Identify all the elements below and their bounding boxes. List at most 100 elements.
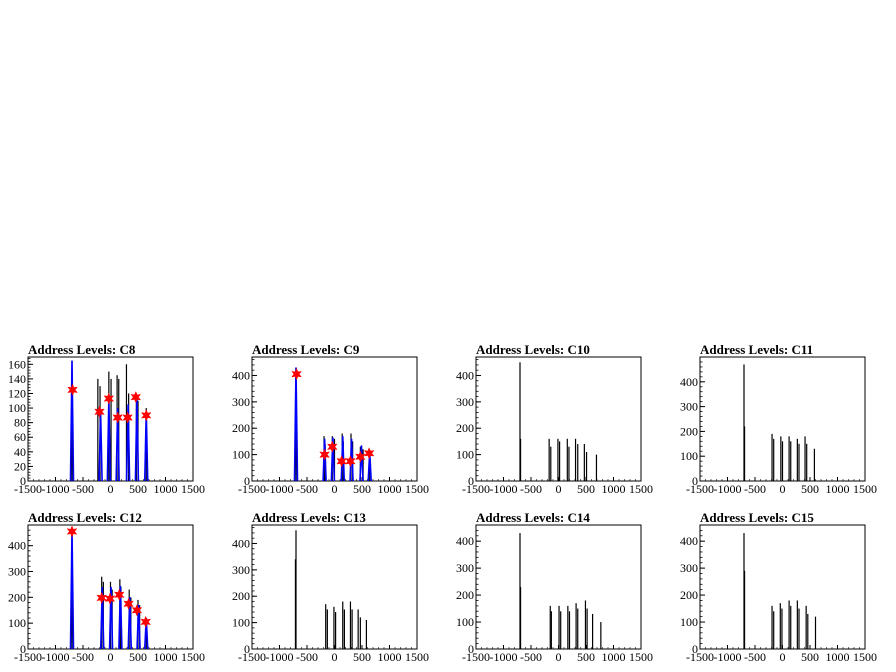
x-tick-label: -500	[520, 482, 542, 496]
peak-marker	[130, 390, 142, 404]
y-tick-label: 0	[244, 474, 250, 488]
y-tick-label: 400	[680, 534, 698, 548]
y-tick-label: 60	[14, 430, 26, 444]
peak-marker	[355, 450, 366, 463]
y-tick-label: 100	[232, 616, 250, 630]
y-tick-label: 80	[14, 416, 26, 430]
fit-peak	[359, 445, 364, 482]
x-tick-label: -1000	[266, 650, 294, 664]
peak-marker	[291, 367, 302, 381]
peak-marker	[345, 455, 356, 468]
y-tick-label: 300	[680, 400, 698, 414]
x-tick-label: -500	[744, 482, 766, 496]
fit-peak	[69, 360, 75, 482]
peak-marker	[122, 411, 133, 424]
panel-title: Address Levels: C11	[700, 342, 813, 357]
x-tick-label: 1500	[629, 650, 653, 664]
x-tick-label: 500	[801, 650, 819, 664]
panel-c13: Address Levels: C13 0 100 200 300 400 -1500 -10…	[232, 510, 429, 664]
y-tick-label: 0	[244, 642, 250, 656]
y-tick-label: 100	[8, 616, 26, 630]
y-tick-label: 160	[8, 357, 26, 371]
y-tick-label: 120	[8, 386, 26, 400]
y-tick-label: 300	[232, 395, 250, 409]
peak-marker	[363, 447, 375, 460]
y-tick-label: 0	[692, 642, 698, 656]
x-tick-label: 1000	[378, 482, 402, 496]
x-tick-label: 1000	[826, 482, 850, 496]
panel-title: Address Levels: C15	[700, 510, 814, 525]
peak-marker	[113, 588, 125, 601]
x-tick-label: -1000	[42, 650, 70, 664]
x-tick-label: 1500	[853, 482, 877, 496]
x-tick-label: 500	[577, 650, 595, 664]
panel-title: Address Levels: C13	[252, 510, 366, 525]
y-tick-label: 200	[232, 421, 250, 435]
peak-marker	[103, 392, 115, 405]
y-tick-label: 0	[468, 474, 474, 488]
fit-peak	[330, 437, 336, 482]
x-tick-label: -1500	[462, 650, 490, 664]
panel-title: Address Levels: C14	[476, 510, 590, 525]
x-tick-label: 1000	[602, 650, 626, 664]
y-tick-label: 300	[8, 565, 26, 579]
peak-marker	[94, 405, 105, 418]
x-tick-label: 1000	[378, 650, 402, 664]
y-tick-label: 100	[456, 448, 474, 462]
fit-peak	[115, 408, 120, 482]
y-tick-label: 300	[456, 395, 474, 409]
panel-title: Address Levels: C12	[28, 510, 142, 525]
x-tick-label: 500	[353, 650, 371, 664]
x-tick-label: -1000	[490, 482, 518, 496]
y-tick-label: 140	[8, 372, 26, 386]
y-tick-label: 400	[232, 536, 250, 550]
fit-peak	[125, 404, 131, 482]
y-tick-label: 100	[232, 448, 250, 462]
x-tick-label: 1000	[602, 482, 626, 496]
x-tick-label: -1500	[238, 650, 266, 664]
y-tick-label: 200	[456, 588, 474, 602]
y-tick-label: 300	[680, 561, 698, 575]
x-tick-label: 500	[129, 650, 147, 664]
fit-peak	[136, 605, 141, 650]
peak-marker	[123, 597, 134, 610]
peak-marker	[96, 591, 108, 605]
y-tick-label: 400	[8, 539, 26, 553]
y-tick-label: 400	[232, 368, 250, 382]
x-tick-label: 0	[332, 650, 338, 664]
y-tick-label: 0	[468, 642, 474, 656]
x-tick-label: -500	[72, 482, 94, 496]
x-tick-label: 500	[801, 482, 819, 496]
peak-marker	[319, 448, 330, 461]
y-tick-label: 200	[8, 590, 26, 604]
x-tick-label: 1000	[154, 482, 178, 496]
x-tick-label: -1500	[462, 482, 490, 496]
fit-peak	[99, 586, 105, 650]
x-tick-label: -1500	[238, 482, 266, 496]
panel-c10: Address Levels: C10 0 100 200 300 400 -1500 -10…	[456, 342, 653, 496]
x-tick-label: 1500	[181, 482, 205, 496]
x-tick-label: -1500	[14, 650, 42, 664]
x-tick-label: 1500	[181, 650, 205, 664]
fit-peak	[108, 586, 114, 650]
y-tick-label: 100	[456, 615, 474, 629]
x-tick-label: -1500	[14, 482, 42, 496]
x-tick-label: 0	[780, 650, 786, 664]
x-tick-label: 0	[556, 482, 562, 496]
y-tick-label: 40	[14, 445, 26, 459]
x-tick-label: -1000	[714, 482, 742, 496]
y-tick-label: 300	[232, 563, 250, 577]
y-tick-label: 200	[456, 421, 474, 435]
x-tick-label: 500	[353, 482, 371, 496]
x-tick-label: -1000	[266, 482, 294, 496]
panel-c14: Address Levels: C14 0 100 200 300 400 -1500 -10…	[456, 510, 653, 664]
x-tick-label: 0	[556, 650, 562, 664]
y-tick-label: 0	[692, 474, 698, 488]
panel-title: Address Levels: C10	[476, 342, 590, 357]
y-tick-label: 100	[680, 615, 698, 629]
fit-peak	[322, 438, 327, 482]
x-tick-label: -1500	[686, 650, 714, 664]
x-tick-label: -1000	[490, 650, 518, 664]
